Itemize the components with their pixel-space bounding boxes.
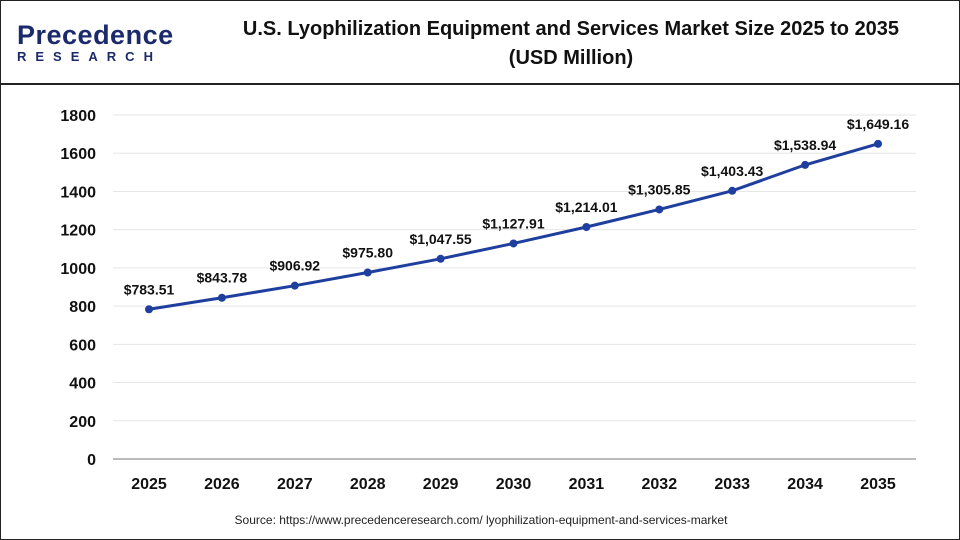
data-point [874, 139, 882, 148]
data-label: $975.80 [342, 245, 393, 261]
data-label: $1,214.01 [555, 199, 617, 215]
data-point [509, 239, 518, 248]
data-point [145, 305, 153, 314]
x-tick-label: 2030 [496, 476, 532, 493]
x-tick-label: 2026 [204, 476, 240, 493]
title-line-2: (USD Million) [508, 47, 634, 69]
data-label: $843.78 [197, 270, 248, 286]
data-label: $1,127.91 [482, 215, 544, 231]
data-point [290, 281, 299, 290]
data-point [728, 186, 737, 195]
x-tick-label: 2033 [714, 476, 750, 493]
logo-main: Precedence [17, 20, 174, 50]
logo: Precedence RESEARCH [17, 21, 174, 64]
x-tick-label: 2027 [277, 476, 313, 493]
data-point [363, 268, 372, 277]
data-label: $1,305.85 [628, 181, 690, 197]
data-point [801, 160, 810, 169]
x-tick-label: 2034 [787, 476, 823, 493]
x-tick-label: 2032 [642, 476, 678, 493]
source-note: Source: https://www.precedenceresearch.c… [234, 513, 728, 527]
data-point [582, 222, 591, 231]
y-tick-label: 200 [69, 414, 96, 431]
data-label: $1,403.43 [701, 163, 763, 179]
y-tick-label: 600 [69, 337, 96, 354]
logo-sub: RESEARCH [17, 49, 162, 64]
title-line-1: U.S. Lyophilization Equipment and Servic… [242, 18, 900, 40]
y-tick-label: 1800 [60, 108, 96, 125]
x-tick-label: 2031 [569, 476, 605, 493]
y-tick-label: 1400 [60, 184, 96, 201]
x-tick-label: 2035 [860, 476, 896, 493]
x-tick-label: 2025 [131, 476, 167, 493]
data-point [436, 254, 445, 263]
data-label: $1,649.16 [847, 116, 909, 132]
x-tick-label: 2029 [423, 476, 459, 493]
y-tick-label: 0 [87, 452, 96, 469]
data-point [217, 293, 226, 302]
data-label: $906.92 [269, 258, 320, 274]
y-tick-label: 1200 [60, 223, 96, 240]
chart-title: U.S. Lyophilization Equipment and Servic… [191, 15, 951, 73]
header: Precedence RESEARCH U.S. Lyophilization … [1, 1, 959, 85]
data-label: $1,047.55 [409, 231, 471, 247]
data-label: $1,538.94 [774, 137, 836, 153]
data-label: $783.51 [124, 281, 175, 297]
x-tick-label: 2028 [350, 476, 386, 493]
data-point [655, 205, 664, 214]
y-tick-label: 1000 [60, 261, 96, 278]
y-tick-label: 1600 [60, 146, 96, 163]
y-tick-label: 400 [69, 376, 96, 393]
y-tick-label: 800 [69, 299, 96, 316]
